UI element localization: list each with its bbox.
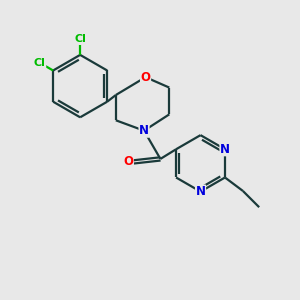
- Text: N: N: [139, 124, 149, 137]
- Text: O: O: [140, 71, 151, 84]
- Text: Cl: Cl: [74, 34, 86, 44]
- Text: O: O: [123, 155, 133, 168]
- Text: Cl: Cl: [34, 58, 46, 68]
- Text: N: N: [196, 185, 206, 198]
- Text: N: N: [220, 143, 230, 156]
